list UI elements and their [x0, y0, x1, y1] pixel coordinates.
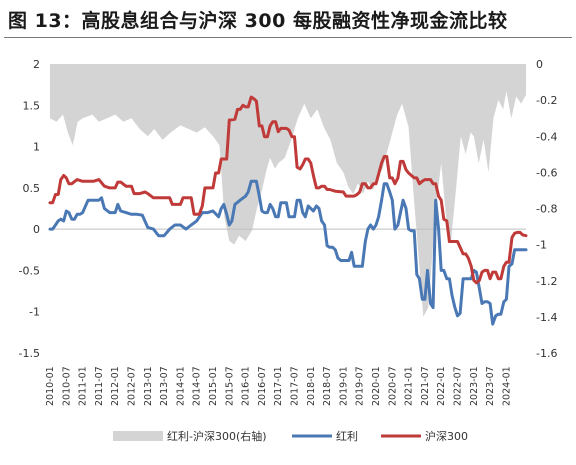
x-tick-label: 2017-01 [273, 366, 284, 406]
right-tick-label: -0.2 [536, 94, 557, 107]
left-tick-label: -0.5 [19, 264, 40, 277]
x-tick-label: 2010-07 [61, 366, 72, 406]
x-tick-label: 2018-07 [322, 366, 333, 406]
x-tick-label: 2024-01 [501, 366, 512, 406]
series-line-2 [48, 95, 528, 285]
legend-label-0: 红利-沪深300(右轴) [167, 429, 267, 443]
right-tick-label: -1.2 [536, 275, 557, 288]
right-tick-label: -1.4 [536, 311, 557, 324]
left-tick-label: -1 [29, 306, 40, 319]
legend: 红利-沪深300(右轴) 红利 沪深300 [113, 429, 468, 443]
x-tick-label: 2012-01 [110, 366, 121, 406]
left-tick-label: 0 [33, 223, 40, 236]
left-tick-label: 2 [33, 58, 40, 71]
series-area-0 [50, 64, 526, 317]
right-tick-label: 0 [536, 58, 543, 71]
x-tick-label: 2016-01 [241, 366, 252, 406]
x-tick-label: 2021-01 [404, 366, 415, 406]
x-tick-label: 2014-07 [192, 366, 203, 406]
left-tick-label: 0.5 [23, 182, 41, 195]
x-tick-label: 2013-01 [143, 366, 154, 406]
x-tick-label: 2012-07 [127, 366, 138, 406]
x-tick-label: 2011-01 [78, 366, 89, 406]
title-bar: 图 13：高股息组合与沪深 300 每股融资性净现金流比较 [0, 0, 576, 38]
right-tick-label: -0.4 [536, 130, 557, 143]
right-tick-label: -0.8 [536, 203, 557, 216]
x-tick-label: 2019-07 [355, 366, 366, 406]
left-tick-label: -1.5 [19, 347, 40, 360]
chart-title: 图 13：高股息组合与沪深 300 每股融资性净现金流比较 [8, 10, 508, 32]
x-tick-label: 2016-07 [257, 366, 268, 406]
x-tick-label: 2023-07 [485, 366, 496, 406]
x-tick-label: 2011-07 [94, 366, 105, 406]
x-tick-label: 2015-07 [224, 366, 235, 406]
right-axis: 0 -0.2 -0.4 -0.6 -0.8 -1 -1.2 -1.4 -1.6 [536, 58, 557, 360]
left-tick-label: 1.5 [23, 99, 41, 112]
right-tick-label: -1.6 [536, 347, 557, 360]
x-tick-label: 2023-01 [469, 366, 480, 406]
x-tick-label: 2019-01 [338, 366, 349, 406]
x-tick-label: 2020-07 [387, 366, 398, 406]
left-tick-label: 1 [33, 141, 40, 154]
x-tick-label: 2013-07 [159, 366, 170, 406]
right-tick-label: -0.6 [536, 166, 557, 179]
legend-label-1: 红利 [336, 430, 358, 443]
x-tick-label: 2021-07 [420, 366, 431, 406]
legend-label-2: 沪深300 [425, 429, 468, 443]
title-divider [4, 37, 572, 38]
x-tick-label: 2022-01 [436, 366, 447, 406]
x-tick-label: 2015-01 [208, 366, 219, 406]
series-line-1 [48, 179, 528, 326]
area-layer [50, 64, 526, 317]
line-layer [48, 95, 528, 326]
x-tick-label: 2014-01 [175, 366, 186, 406]
x-tick-label: 2017-07 [290, 366, 301, 406]
x-axis: 2010-01 2010-07 2011-01 2011-07 2012-01 2012-… [45, 366, 512, 406]
x-tick-label: 2020-01 [371, 366, 382, 406]
x-tick-label: 2018-01 [306, 366, 317, 406]
x-tick-label: 2010-01 [45, 366, 56, 406]
legend-swatch-0 [113, 431, 163, 441]
right-tick-label: -1 [536, 239, 547, 252]
left-axis: 2 1.5 1 0.5 0 -0.5 -1 -1.5 [19, 58, 40, 360]
x-tick-label: 2022-07 [453, 366, 464, 406]
